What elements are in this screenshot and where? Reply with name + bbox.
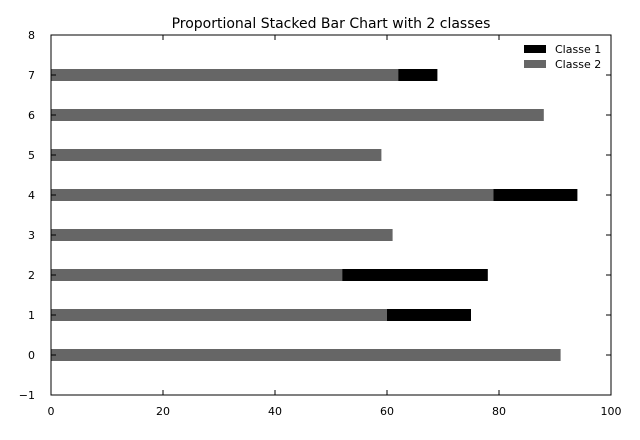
bar-classe-1-7 — [398, 69, 438, 81]
bars — [51, 69, 578, 361]
y-tick-label: 2 — [28, 269, 35, 282]
y-tick-label: 6 — [28, 109, 35, 122]
y-tick-label: 8 — [28, 29, 35, 42]
x-tick-label: 40 — [268, 405, 282, 418]
legend-swatch — [524, 45, 546, 53]
bar-classe-1-4 — [493, 189, 578, 201]
y-tick-label: 5 — [28, 149, 35, 162]
y-tick-label: 3 — [28, 229, 35, 242]
x-tick-label: 100 — [601, 405, 622, 418]
x-tick-label: 20 — [156, 405, 170, 418]
x-tick-label: 80 — [492, 405, 506, 418]
chart-title: Proportional Stacked Bar Chart with 2 cl… — [172, 16, 491, 32]
bar-classe-2-7 — [51, 69, 399, 81]
bar-classe-2-1 — [51, 309, 387, 321]
y-tick-label: 7 — [28, 69, 35, 82]
bar-classe-2-4 — [51, 189, 494, 201]
plot-frame — [50, 34, 612, 396]
legend-swatch — [524, 60, 546, 68]
bar-classe-1-1 — [387, 309, 471, 321]
bar-classe-2-0 — [51, 349, 561, 361]
axes: 0 20 40 60 80 100 −1 0 1 2 3 4 5 6 7 8 — [19, 29, 622, 418]
legend-label: Classe 1 — [555, 43, 601, 56]
bar-classe-1-2 — [342, 269, 488, 281]
y-tick-label: 1 — [28, 309, 35, 322]
bar-classe-2-5 — [51, 149, 382, 161]
y-tick-label: 4 — [28, 189, 35, 202]
bar-classe-2-3 — [51, 229, 393, 241]
legend-label: Classe 2 — [555, 58, 601, 71]
bar-classe-2-2 — [51, 269, 343, 281]
x-tick-label: 0 — [48, 405, 55, 418]
x-tick-label: 60 — [380, 405, 394, 418]
bar-classe-2-6 — [51, 109, 544, 121]
y-tick-label: 0 — [28, 349, 35, 362]
legend: Classe 1 Classe 2 — [524, 43, 601, 71]
y-tick-label: −1 — [19, 389, 35, 402]
